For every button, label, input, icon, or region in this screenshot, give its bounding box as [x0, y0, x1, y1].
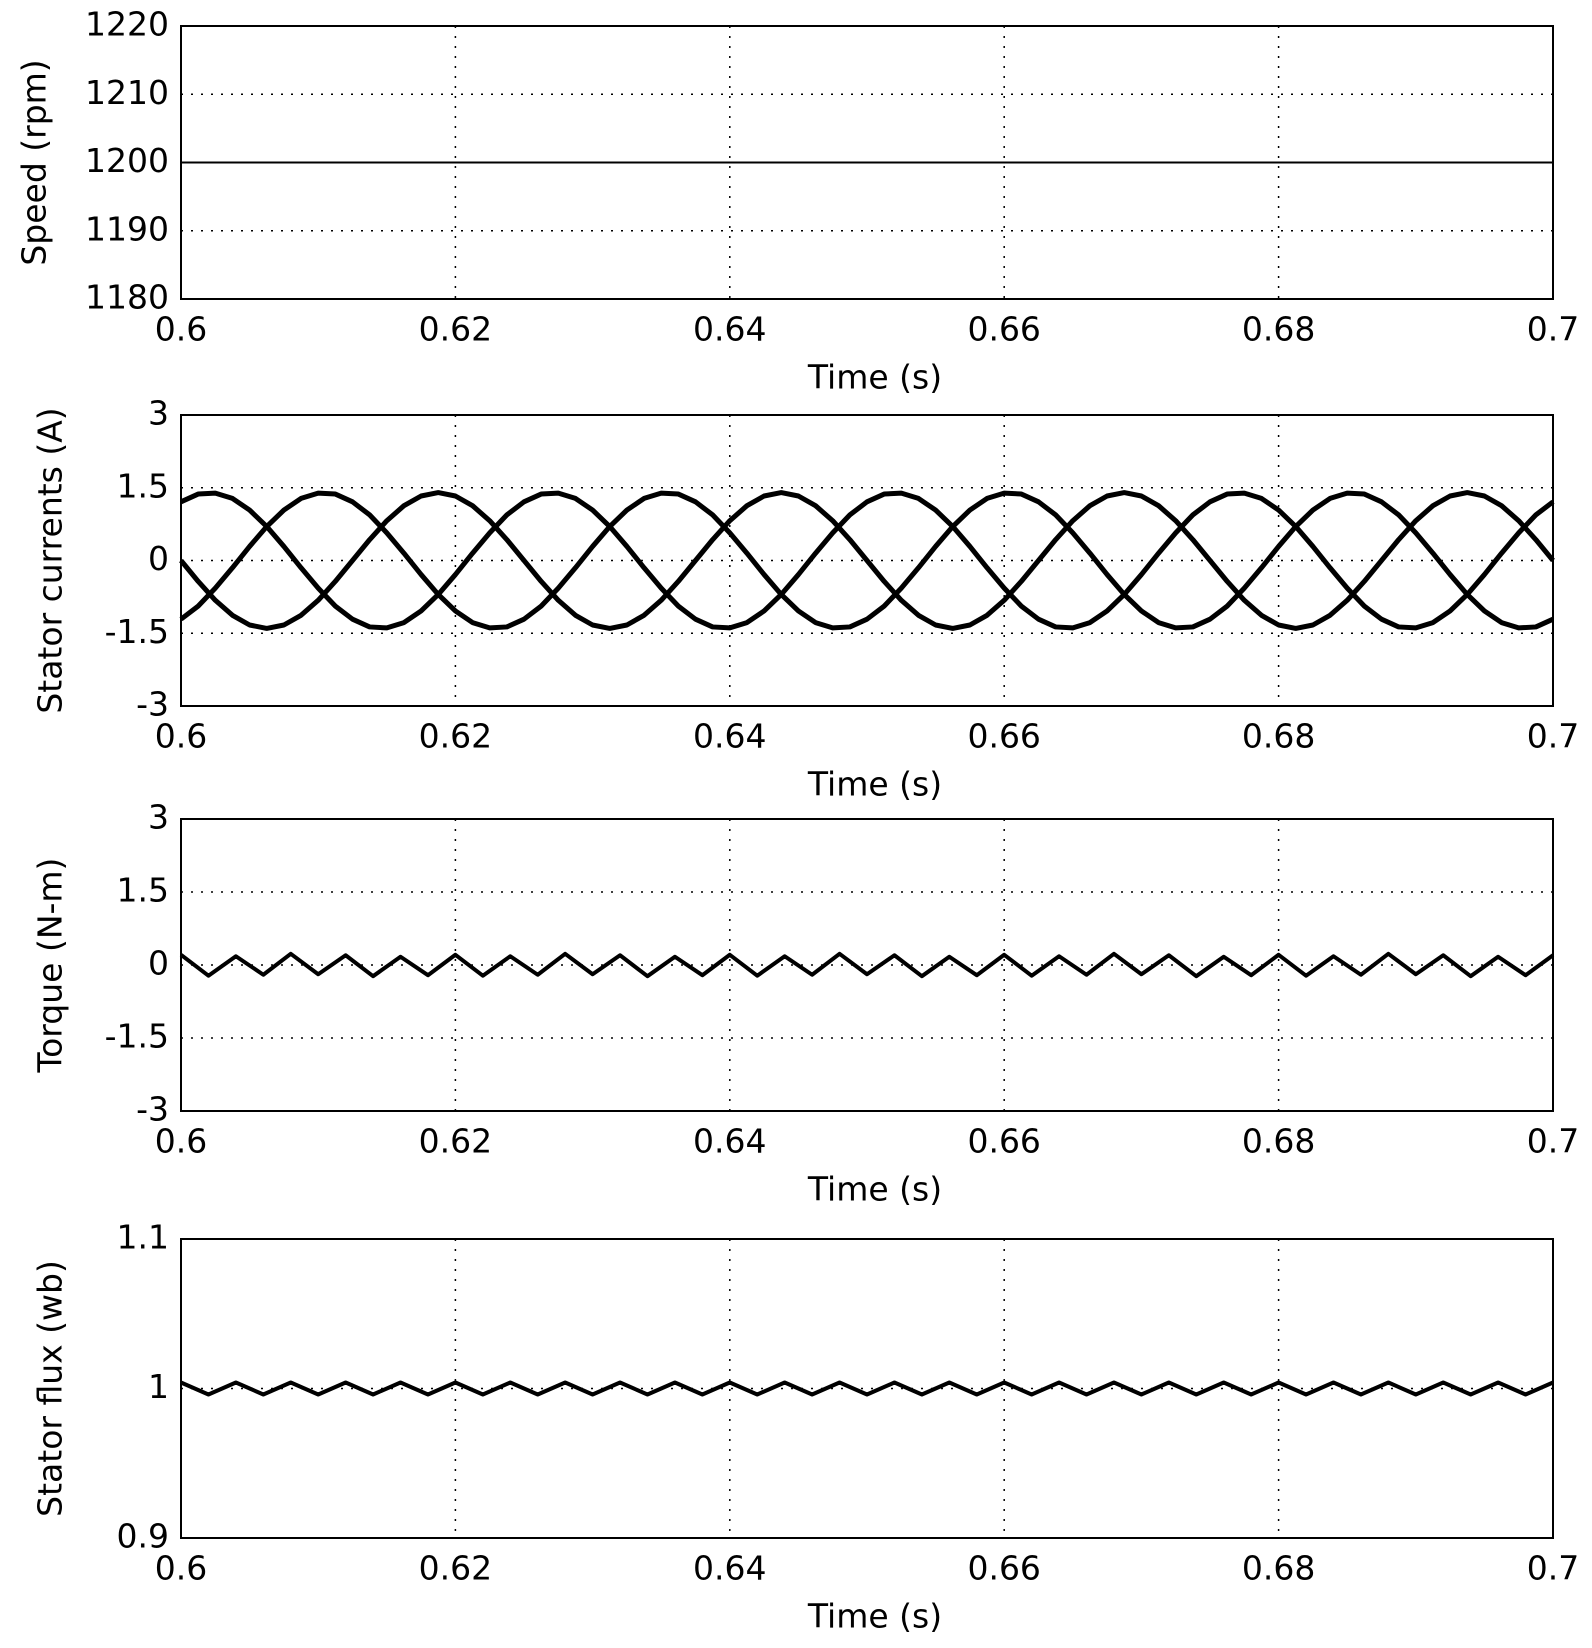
- x-axis-label: Time (s): [807, 1170, 942, 1209]
- x-tick-label: 0.64: [693, 1122, 766, 1161]
- x-tick-label: 0.64: [693, 717, 766, 756]
- y-tick-label: 0: [148, 944, 169, 983]
- x-tick-label: 0.7: [1527, 717, 1579, 756]
- x-tick-label: 0.68: [1242, 1122, 1315, 1161]
- y-tick-label: -3: [136, 1090, 169, 1129]
- x-tick-label: 0.66: [967, 310, 1040, 349]
- data-line: [179, 490, 1555, 631]
- data-line: [179, 490, 1555, 631]
- x-axis-label: Time (s): [807, 358, 942, 397]
- y-tick-label: 1200: [85, 141, 169, 180]
- x-axis-label: Time (s): [807, 1597, 942, 1636]
- x-tick-label: 0.6: [155, 1122, 207, 1161]
- y-tick-label: -1.5: [105, 612, 169, 651]
- x-tick-label: 0.68: [1242, 1549, 1315, 1588]
- x-tick-label: 0.7: [1527, 1549, 1579, 1588]
- x-tick-label: 0.6: [155, 310, 207, 349]
- y-tick-label: 3: [148, 394, 169, 433]
- plot-frame: [180, 414, 1554, 707]
- data-line: [179, 951, 1555, 979]
- y-tick-label: 1210: [85, 73, 169, 112]
- y-tick-label: 1220: [85, 5, 169, 44]
- y-tick-label: 1190: [85, 209, 169, 248]
- x-tick-label: 0.66: [967, 1122, 1040, 1161]
- y-tick-label: 1.5: [117, 871, 169, 910]
- y-tick-label: 0: [148, 539, 169, 578]
- y-axis-label: Torque (N-m): [31, 858, 70, 1074]
- x-tick-label: 0.6: [155, 717, 207, 756]
- y-tick-label: 1180: [85, 278, 169, 317]
- x-tick-label: 0.62: [419, 1122, 492, 1161]
- x-tick-label: 0.68: [1242, 717, 1315, 756]
- x-tick-label: 0.68: [1242, 310, 1315, 349]
- y-tick-label: -1.5: [105, 1017, 169, 1056]
- x-tick-label: 0.6: [155, 1549, 207, 1588]
- y-tick-label: -3: [136, 685, 169, 724]
- x-tick-label: 0.62: [419, 717, 492, 756]
- y-tick-label: 3: [148, 798, 169, 837]
- plot-frame: [180, 818, 1554, 1112]
- y-tick-label: 0.9: [117, 1517, 169, 1556]
- y-axis-label: Stator flux (wb): [31, 1260, 70, 1517]
- x-tick-label: 0.62: [419, 310, 492, 349]
- y-axis-label: Stator currents (A): [31, 407, 70, 713]
- plot-frame: [180, 1238, 1554, 1539]
- x-tick-label: 0.64: [693, 1549, 766, 1588]
- y-tick-label: 1.1: [117, 1218, 169, 1257]
- x-tick-label: 0.7: [1527, 1122, 1579, 1161]
- x-tick-label: 0.62: [419, 1549, 492, 1588]
- x-tick-label: 0.66: [967, 717, 1040, 756]
- x-axis-label: Time (s): [807, 765, 942, 804]
- x-tick-label: 0.66: [967, 1549, 1040, 1588]
- x-tick-label: 0.7: [1527, 310, 1579, 349]
- x-tick-label: 0.64: [693, 310, 766, 349]
- y-axis-label: Speed (rpm): [15, 59, 54, 265]
- data-line: [179, 490, 1555, 631]
- data-line: [180, 1380, 1554, 1397]
- plot-frame: [180, 25, 1554, 300]
- y-tick-label: 1.5: [117, 466, 169, 505]
- y-tick-label: 1: [148, 1367, 169, 1406]
